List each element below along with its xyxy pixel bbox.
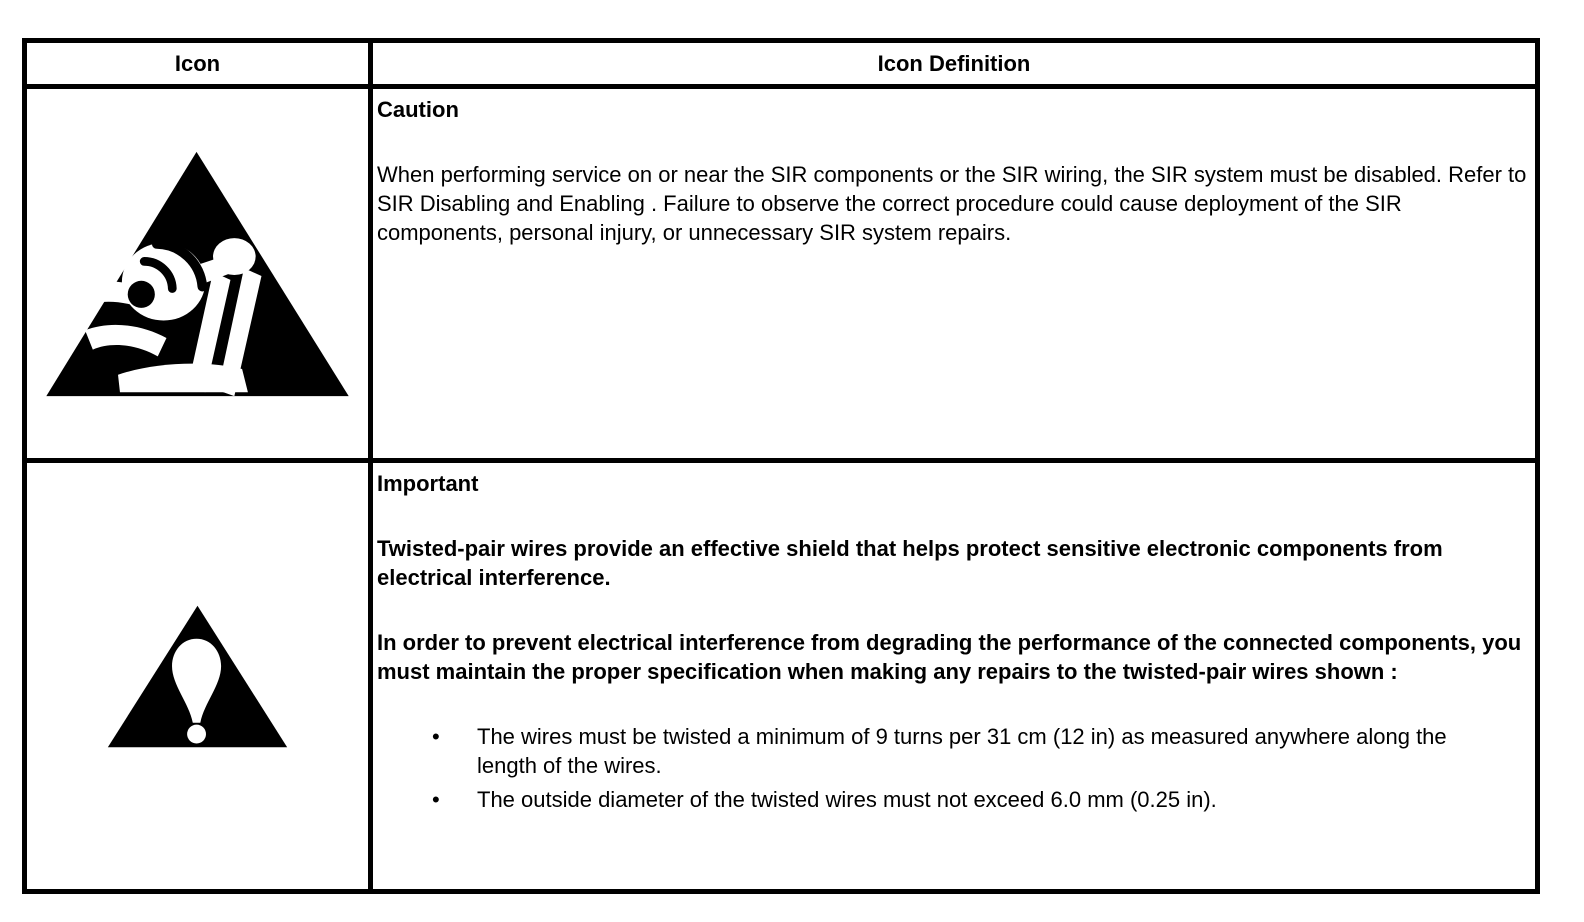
caution-heading: Caution	[377, 97, 459, 122]
icon-definition-table: Icon Icon Definition	[22, 38, 1540, 894]
exclamation-triangle-icon	[107, 605, 288, 747]
bullet-item: The wires must be twisted a minimum of 9…	[377, 722, 1529, 780]
icon-definition-column-header: Icon Definition	[368, 38, 1540, 89]
table-row: Important Twisted-pair wires provide an …	[22, 458, 1540, 894]
table-header-row: Icon Icon Definition	[22, 38, 1540, 89]
airbag-caution-icon	[46, 151, 349, 396]
icon-column-header: Icon	[22, 38, 373, 89]
important-icon-cell	[22, 458, 373, 894]
important-heading: Important	[377, 471, 479, 496]
important-paragraph-2: In order to prevent electrical interfere…	[377, 630, 1522, 684]
spec-bullet-list: The wires must be twisted a minimum of 9…	[377, 722, 1529, 814]
table-row: Caution When performing service on or ne…	[22, 84, 1540, 463]
important-definition-cell: Important Twisted-pair wires provide an …	[368, 458, 1540, 894]
caution-definition-cell: Caution When performing service on or ne…	[368, 84, 1540, 463]
bullet-item: The outside diameter of the twisted wire…	[377, 785, 1529, 814]
caution-icon-cell	[22, 84, 373, 463]
important-paragraph-1: Twisted-pair wires provide an effective …	[377, 536, 1443, 590]
caution-paragraph: When performing service on or near the S…	[377, 162, 1527, 245]
